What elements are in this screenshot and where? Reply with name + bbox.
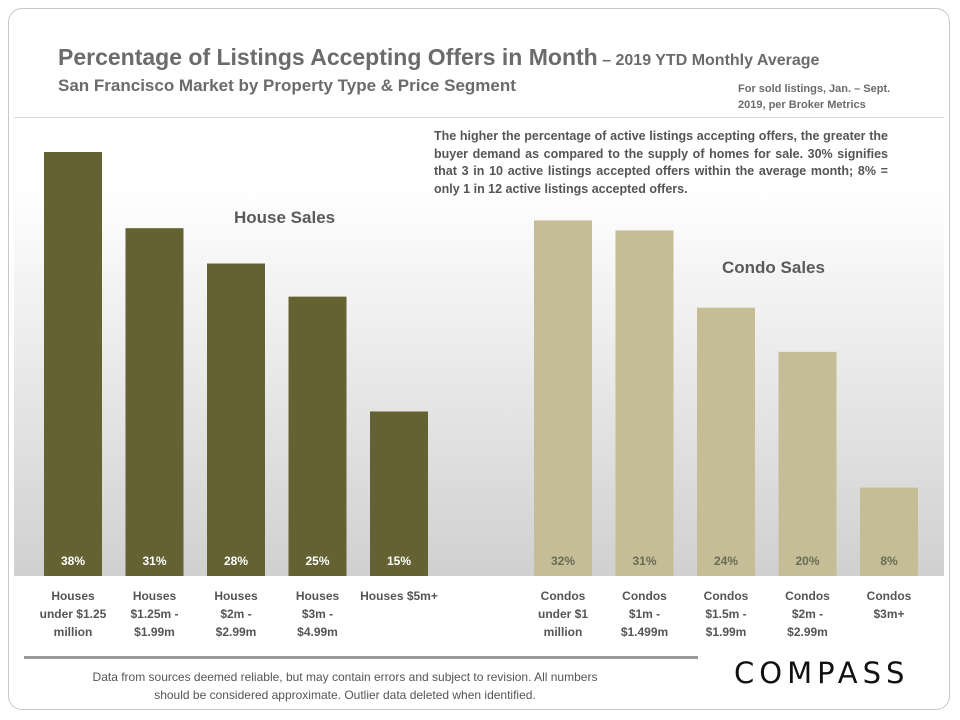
bar-house-4 [288,296,347,576]
category-label-condo-5: Condos $3m+ [866,589,912,621]
bar-condo-3 [697,307,755,576]
disclaimer-text: Data from sources deemed reliable, but m… [92,670,598,702]
bar-house-2 [125,228,184,576]
bar-value-label-condo-4: 20% [795,554,819,568]
bar-value-label-condo-3: 24% [714,554,738,568]
footer-divider [24,656,698,659]
category-label-house-4: Houses $3m - $4.99m [295,589,340,639]
category-label-house-1: Houses under $1.25 million [39,589,107,639]
bar-house-1 [44,152,102,576]
bar-house-3 [207,263,265,576]
category-label-house-5: Houses $5m+ [360,589,438,603]
bar-condo-5 [860,487,918,576]
bar-value-label-house-1: 38% [61,554,85,568]
group-label-condo-sales: Condo Sales [722,258,825,277]
chart-title-main: Percentage of Listings Accepting Offers … [58,44,598,70]
source-note: For sold listings, Jan. – Sept. 2019, pe… [738,83,891,111]
group-label-house-sales: House Sales [234,208,336,227]
bar-value-label-condo-1: 32% [551,554,575,568]
bar-condo-1 [534,220,592,577]
category-label-house-2: Houses $1.25m - $1.99m [130,589,179,639]
bar-condo-4 [778,351,837,576]
compass-logo: COMPASS [734,656,910,690]
bar-value-label-house-3: 28% [224,554,248,568]
bar-value-label-house-2: 31% [142,554,166,568]
bar-condo-2 [615,230,674,577]
bar-value-label-house-4: 25% [305,554,329,568]
bar-value-label-condo-5: 8% [880,554,898,568]
category-label-condo-1: Condos under $1 million [537,589,588,639]
category-label-condo-2: Condos $1m - $1.499m [620,589,669,639]
chart-subtitle: San Francisco Market by Property Type & … [58,76,516,95]
category-label-condo-4: Condos $2m - $2.99m [785,589,830,639]
bar-value-label-condo-2: 31% [632,554,656,568]
explanation-text: The higher the percentage of active list… [434,129,888,196]
chart-title-suffix: – 2019 YTD Monthly Average [597,52,820,69]
category-label-condo-3: Condos $1.5m - $1.99m [703,589,749,639]
bar-house-5 [370,411,428,576]
bar-value-label-house-5: 15% [387,554,411,568]
chart-title: Percentage of Listings Accepting Offers … [58,44,819,71]
category-label-house-3: Houses $2m - $2.99m [214,589,258,639]
